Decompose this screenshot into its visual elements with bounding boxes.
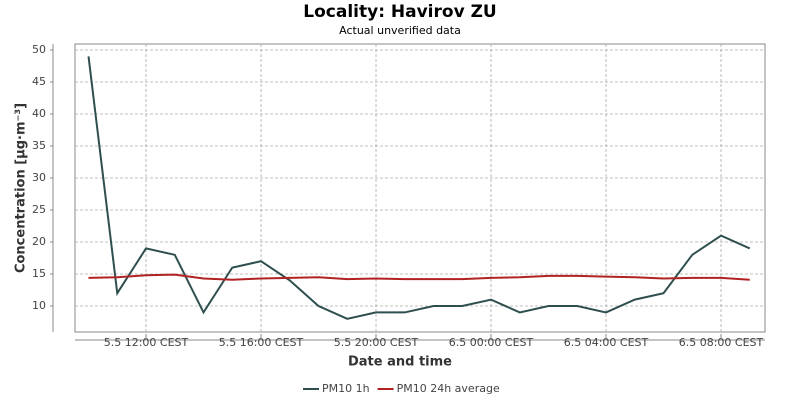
- legend-label: PM10 24h average: [397, 382, 500, 395]
- y-tick-label: 45: [32, 75, 46, 88]
- chart-title: Locality: Havirov ZU: [303, 2, 496, 22]
- x-tick-label: 5.5 20:00 CEST: [334, 336, 419, 349]
- y-tick-label: 40: [32, 107, 46, 120]
- y-axis-label: Concentration [µg·m⁻³]: [14, 103, 29, 273]
- legend-label: PM10 1h: [322, 382, 370, 395]
- series-line: [87, 56, 751, 320]
- x-tick-label: 5.5 12:00 CEST: [104, 336, 189, 349]
- x-tick-label: 6.5 08:00 CEST: [679, 336, 764, 349]
- y-tick-label: 35: [32, 139, 46, 152]
- x-axis-label: Date and time: [348, 355, 452, 370]
- y-tick-label: 25: [32, 203, 46, 216]
- y-tick-label: 50: [32, 43, 46, 56]
- x-tick-label: 5.5 16:00 CEST: [219, 336, 304, 349]
- y-tick-label: 20: [32, 235, 46, 248]
- plot-frame: [74, 43, 766, 333]
- series-line: [88, 273, 750, 281]
- chart-subtitle: Actual unverified data: [339, 24, 461, 37]
- x-tick-label: 6.5 04:00 CEST: [564, 336, 649, 349]
- y-tick-label: 10: [32, 299, 46, 312]
- x-tick-label: 6.5 00:00 CEST: [449, 336, 534, 349]
- y-tick-label: 30: [32, 171, 46, 184]
- y-tick-label: 15: [32, 267, 46, 280]
